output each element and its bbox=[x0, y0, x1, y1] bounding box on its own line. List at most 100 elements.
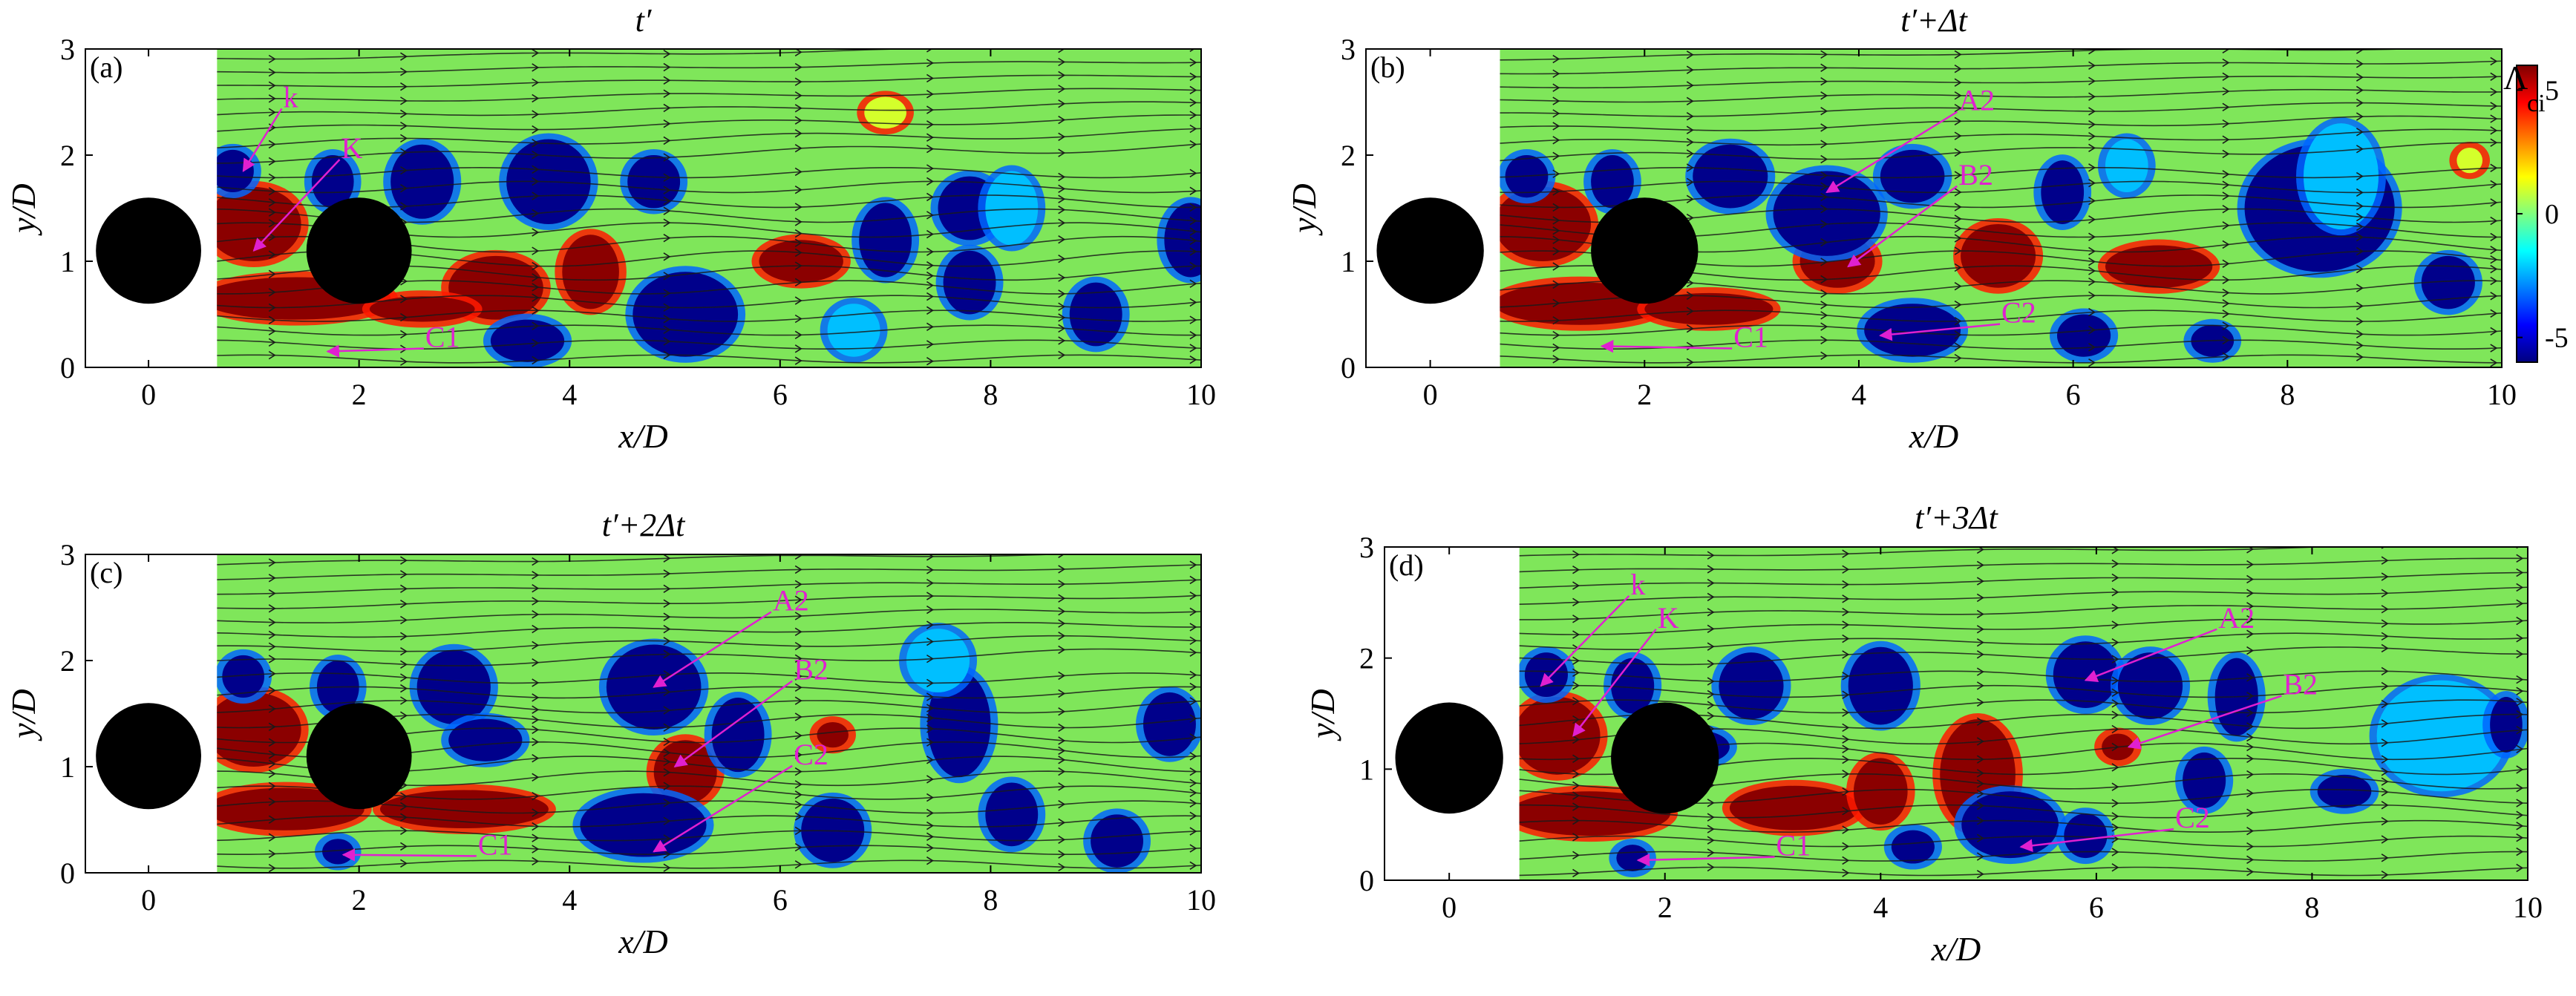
streamline-arrow bbox=[2111, 863, 2119, 872]
negative-vortex bbox=[1891, 830, 1935, 864]
streamline-arrow bbox=[2111, 848, 2119, 856]
y-tick-label: 0 bbox=[1341, 351, 1356, 384]
streamline-arrow bbox=[1976, 593, 1984, 603]
streamline bbox=[217, 74, 1201, 88]
streamline-arrow bbox=[1976, 789, 1984, 799]
streamline-arrow bbox=[2222, 102, 2230, 112]
streamline-arrow bbox=[2356, 317, 2364, 326]
streamline-arrow bbox=[1058, 645, 1066, 655]
streamline-arrow bbox=[1707, 689, 1715, 699]
streamline-arrow bbox=[1058, 671, 1066, 681]
annotations: kK A2 B2 C2 C1 bbox=[1540, 568, 2318, 867]
streamline-arrow bbox=[532, 571, 540, 580]
streamline-arrow bbox=[268, 173, 276, 183]
x-axis-label: x/D bbox=[1909, 417, 1958, 455]
streamline-arrow bbox=[1976, 638, 1984, 647]
streamline-arrow bbox=[1976, 755, 1984, 764]
streamline-arrow bbox=[663, 737, 671, 747]
x-tick-label: 4 bbox=[562, 883, 577, 917]
streamline-arrow bbox=[663, 748, 671, 757]
streamline-arrow bbox=[2222, 288, 2230, 298]
streamline-arrow bbox=[400, 96, 408, 105]
streamline-arrow bbox=[2088, 107, 2096, 116]
streamline-arrow bbox=[926, 692, 934, 701]
vorticity-field bbox=[1500, 49, 2502, 367]
streamline-arrow bbox=[400, 556, 408, 565]
streamline-arrow bbox=[926, 261, 934, 270]
streamline-arrow bbox=[1686, 137, 1694, 147]
streamline-arrow bbox=[926, 637, 934, 646]
negative-vortex bbox=[1616, 845, 1649, 872]
x-tick-label: 6 bbox=[773, 883, 788, 917]
streamline-arrow bbox=[2222, 170, 2230, 179]
streamline-arrow bbox=[2381, 787, 2389, 796]
y-ticks: 0 1 2 3 bbox=[1359, 531, 1392, 897]
positive-vortex bbox=[217, 787, 365, 830]
streamline-arrow bbox=[794, 842, 802, 852]
streamline-arrow bbox=[1842, 620, 1850, 629]
streamline-arrow bbox=[794, 167, 802, 177]
streamline-arrow bbox=[794, 314, 802, 324]
x-ticks: 0 2 4 6 8 10 bbox=[141, 49, 1216, 411]
streamline-arrow bbox=[1058, 148, 1066, 157]
streamline-arrow bbox=[663, 863, 671, 872]
streamline-arrow bbox=[1954, 65, 1962, 73]
negative-vortex bbox=[390, 144, 454, 219]
negative-vortex bbox=[859, 203, 912, 278]
colorbar-ticks: 5 0 -5 bbox=[2517, 75, 2569, 354]
streamline-arrow bbox=[1572, 681, 1580, 690]
positive-vortex bbox=[1853, 758, 1908, 825]
streamline-arrow bbox=[1572, 735, 1580, 744]
streamline-arrow bbox=[1058, 850, 1066, 859]
streamline-arrow bbox=[2490, 255, 2498, 264]
streamline-arrow bbox=[2516, 687, 2524, 695]
negative-vortex bbox=[2064, 813, 2108, 859]
streamline-arrow bbox=[2246, 560, 2255, 569]
streamline-arrow bbox=[926, 90, 934, 99]
streamline-arrow bbox=[2516, 649, 2524, 658]
streamline-arrow bbox=[663, 252, 671, 261]
streamline bbox=[1519, 547, 2333, 557]
streamline-arrow bbox=[532, 808, 540, 817]
streamline-arrow bbox=[926, 654, 934, 664]
x-tick-label: 10 bbox=[1186, 883, 1216, 917]
streamline-arrow bbox=[268, 338, 276, 347]
streamline bbox=[217, 609, 1201, 623]
streamline-arrow bbox=[1058, 184, 1066, 194]
streamline bbox=[217, 114, 1201, 132]
annotation-arrow bbox=[653, 764, 793, 853]
streamline-arrow bbox=[926, 821, 934, 830]
streamline-arrow bbox=[926, 738, 934, 747]
streamline-arrow bbox=[2111, 559, 2119, 569]
streamline-arrow bbox=[400, 570, 408, 579]
streamline-arrow bbox=[1189, 714, 1197, 723]
streamline-arrow bbox=[663, 757, 671, 767]
streamline-arrow bbox=[2490, 126, 2498, 135]
y-ticks: 0 1 2 3 bbox=[1341, 33, 1373, 384]
streamline-arrow bbox=[1686, 307, 1694, 315]
streamline-arrow bbox=[268, 704, 276, 713]
streamline-arrow bbox=[1954, 317, 1962, 326]
streamline-arrow bbox=[2516, 726, 2524, 735]
streamline-arrow bbox=[268, 686, 276, 695]
annotation-arrow bbox=[252, 159, 341, 252]
annotation-label: C1 bbox=[425, 321, 460, 354]
streamline-arrow bbox=[1189, 186, 1197, 196]
streamline-arrow bbox=[400, 826, 408, 835]
streamline-arrow bbox=[2111, 742, 2119, 752]
streamline-arrow bbox=[1820, 63, 1828, 73]
streamline-arrow bbox=[926, 229, 934, 239]
x-tick-label: 10 bbox=[1186, 378, 1216, 411]
streamline-arrow bbox=[1189, 298, 1197, 307]
cylinder-1 bbox=[96, 703, 201, 810]
streamline-arrow bbox=[1189, 217, 1197, 226]
streamline-arrow bbox=[1058, 71, 1066, 80]
streamline-arrow bbox=[1820, 140, 1828, 148]
streamline-arrow bbox=[1842, 842, 1850, 851]
streamline-arrow bbox=[2222, 149, 2230, 159]
streamline-arrow bbox=[2490, 344, 2498, 353]
streamline-arrow bbox=[2088, 277, 2096, 286]
streamline-arrow bbox=[2088, 325, 2096, 335]
streamline-arrow bbox=[2111, 799, 2119, 807]
streamline-arrow bbox=[926, 793, 934, 802]
